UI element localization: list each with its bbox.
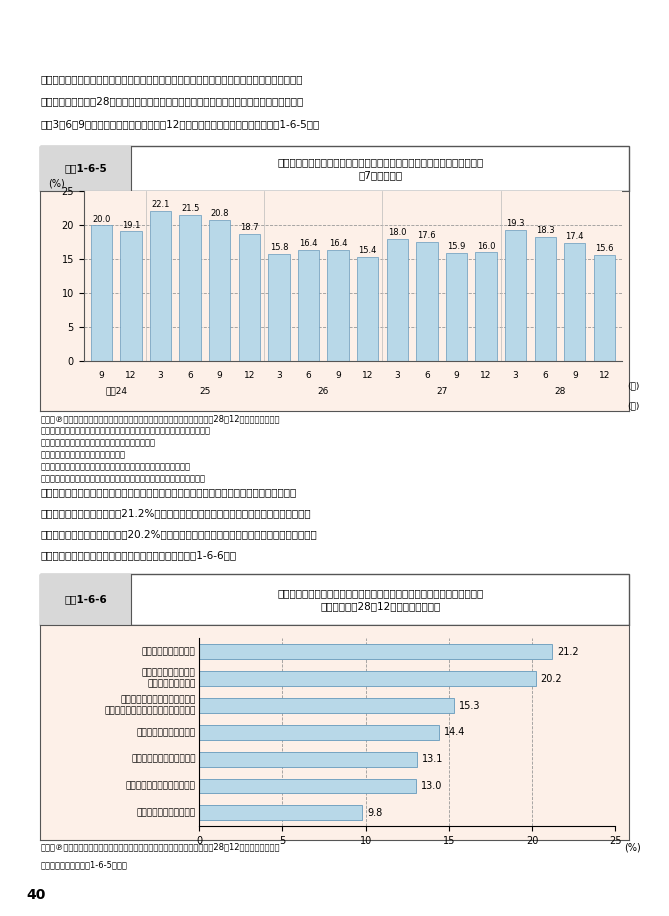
Text: 26: 26	[318, 387, 329, 396]
Text: 平成24: 平成24	[105, 387, 127, 396]
Bar	[298, 250, 319, 361]
Text: 景況感が上昇しているから: 景況感が上昇しているから	[131, 755, 196, 764]
Bar	[199, 725, 439, 740]
Text: 20.8: 20.8	[211, 209, 229, 218]
Bar	[446, 253, 467, 361]
Text: 東海：愛知県、岐阜県、三重県: 東海：愛知県、岐阜県、三重県	[40, 450, 125, 459]
Bar	[40, 146, 131, 191]
Bar	[209, 220, 230, 361]
Text: 注：圈域区分は図表1-6-5に同じ: 注：圈域区分は図表1-6-5に同じ	[40, 860, 127, 869]
Bar	[564, 243, 585, 361]
Bar	[179, 215, 201, 361]
Text: 22.1: 22.1	[151, 201, 170, 210]
FancyBboxPatch shape	[40, 574, 629, 625]
Text: 今が住宅の購入や建築・リフォームのタイミングだと感じている人の割合
（7大都市圈）: 今が住宅の購入や建築・リフォームのタイミングだと感じている人の割合 （7大都市圈…	[277, 157, 483, 180]
Text: 28: 28	[555, 387, 566, 396]
Bar	[199, 698, 454, 713]
Text: 注１：七大都市圈：首都圈、札幌市、仙台市、東海、関西、広峳市、福岡市: 注１：七大都市圈：首都圈、札幌市、仙台市、東海、関西、広峳市、福岡市	[40, 426, 210, 435]
Text: 19.3: 19.3	[506, 220, 525, 228]
Bar	[535, 237, 556, 361]
Text: 15.8: 15.8	[270, 243, 288, 252]
Bar	[199, 779, 415, 793]
Text: (%): (%)	[624, 843, 640, 852]
Text: 首都圈：埼玉県、千葉県、東京都、神奈川県: 首都圈：埼玉県、千葉県、東京都、神奈川県	[40, 438, 155, 447]
Text: 21.2: 21.2	[557, 647, 579, 657]
Bar	[387, 239, 408, 361]
Text: 16.0: 16.0	[477, 242, 495, 251]
Text: 21.5: 21.5	[181, 204, 199, 213]
Text: 18.7: 18.7	[240, 224, 259, 233]
Text: 15.3: 15.3	[459, 701, 480, 711]
Text: 金利が上がりそうだから: 金利が上がりそうだから	[136, 728, 196, 736]
Text: (年): (年)	[628, 401, 640, 410]
Bar	[594, 256, 615, 361]
Text: 25: 25	[199, 387, 211, 396]
Bar	[199, 752, 417, 767]
Text: 40: 40	[27, 889, 46, 902]
Text: 13.0: 13.0	[421, 781, 442, 791]
Bar	[357, 256, 379, 361]
Text: 関西：滋賀県、京都府、大阪府、兵庫県、奈良県、和歌山県: 関西：滋賀県、京都府、大阪府、兵庫県、奈良県、和歌山県	[40, 462, 190, 471]
Bar	[239, 234, 260, 361]
Bar	[476, 253, 496, 361]
FancyBboxPatch shape	[40, 146, 629, 191]
Bar	[40, 574, 131, 625]
Text: 17.6: 17.6	[417, 231, 436, 240]
Text: 14.4: 14.4	[444, 727, 466, 737]
Bar	[199, 645, 552, 660]
Text: 住宅価格が上昇しそうだから: 住宅価格が上昇しそうだから	[126, 781, 196, 791]
Bar	[327, 250, 349, 361]
Text: 19.1: 19.1	[122, 221, 140, 230]
Text: (月): (月)	[628, 381, 640, 390]
Text: 「購入等のタイミング」と感じている理由については、同月の調査において「お金が借り: 「購入等のタイミング」と感じている理由については、同月の調査において「お金が借り	[40, 487, 296, 497]
Text: 18.3: 18.3	[536, 226, 555, 235]
Text: 資料：℗リクルート住まいカンパニー「『住まいの買いどき感』調査（平成28年12月度）」より作成: 資料：℗リクルート住まいカンパニー「『住まいの買いどき感』調査（平成28年12月…	[40, 843, 280, 852]
Text: ているから」と回答した者も中20.2%を占め、今後の消費税率の引上げの見込みが家計の意識: ているから」と回答した者も中20.2%を占め、今後の消費税率の引上げの見込みが家…	[40, 529, 317, 540]
Bar	[505, 230, 527, 361]
Bar	[416, 242, 438, 361]
Text: 20.0: 20.0	[92, 214, 110, 224]
Text: 調査によると、平成28年は前年同期比で、「今が購入等のタイミング」と感じている人の割: 調査によると、平成28年は前年同期比で、「今が購入等のタイミング」と感じている人…	[40, 96, 303, 106]
Bar	[91, 225, 112, 361]
Text: 資料：℗リクルート住まいカンパニー「『住まいの買いどき感』調査（平成28年12月度）」より作成: 資料：℗リクルート住まいカンパニー「『住まいの買いどき感』調査（平成28年12月…	[40, 414, 280, 423]
Text: 注２：住宅取得の意向がない人や未定としている人以外を対象としている: 注２：住宅取得の意向がない人や未定としている人以外を対象としている	[40, 474, 205, 483]
Text: 住宅の購入や建築・リフォーム（以下、「購入等」という。）の意向について、民間企業の: 住宅の購入や建築・リフォーム（以下、「購入等」という。）の意向について、民間企業…	[40, 74, 302, 84]
Text: 16.4: 16.4	[329, 239, 347, 248]
Bar	[150, 211, 171, 361]
Text: 13.1: 13.1	[422, 754, 444, 764]
Bar	[268, 254, 290, 361]
Bar	[199, 671, 535, 686]
Text: 27: 27	[436, 387, 448, 396]
Text: 合は3、6、9月調査では高かったものの、12月調査は前年同期を下回った（図表1-6-5）。: 合は3、6、9月調査では高かったものの、12月調査は前年同期を下回った（図表1-…	[40, 119, 319, 129]
Text: お金が借りやすいから: お金が借りやすいから	[142, 648, 196, 657]
Text: 物価が上昇しそうだから: 物価が上昇しそうだから	[136, 808, 196, 817]
Text: 図表1-6-5: 図表1-6-5	[64, 164, 107, 173]
Text: 17.4: 17.4	[565, 233, 584, 241]
Text: 9.8: 9.8	[367, 808, 383, 818]
Text: 15.9: 15.9	[448, 243, 466, 251]
Text: に一定の影響をもたらしていることがうかがえる（図表1-6-6）。: に一定の影響をもたらしていることがうかがえる（図表1-6-6）。	[40, 551, 236, 561]
Text: 16.4: 16.4	[299, 239, 318, 248]
Text: (%): (%)	[49, 178, 66, 188]
Text: 図表1-6-6: 図表1-6-6	[64, 594, 107, 605]
Text: 15.4: 15.4	[359, 245, 377, 255]
Bar	[120, 232, 142, 361]
Text: 20.2: 20.2	[541, 673, 562, 683]
Text: 今のほうが住宅ローン減税など
税制優遇のメリットがありそうだから: 今のほうが住宅ローン減税など 税制優遇のメリットがありそうだから	[104, 695, 196, 715]
Text: 15.6: 15.6	[595, 245, 613, 254]
Text: やすいから」と回答した者が21.2%と最も高かった一方、「消費税率の引き上げが予定され: やすいから」と回答した者が21.2%と最も高かった一方、「消費税率の引き上げが予…	[40, 508, 311, 518]
Text: 18.0: 18.0	[388, 228, 407, 237]
Text: 住宅を買うタイミング、建築・リフォームするタイミングだと感じている
理由　（平成28年12月、７大都市圈）: 住宅を買うタイミング、建築・リフォームするタイミングだと感じている 理由 （平成…	[277, 588, 483, 611]
Bar	[199, 805, 363, 820]
Text: 消費税率の引き上げが
予定されているから: 消費税率の引き上げが 予定されているから	[142, 669, 196, 689]
